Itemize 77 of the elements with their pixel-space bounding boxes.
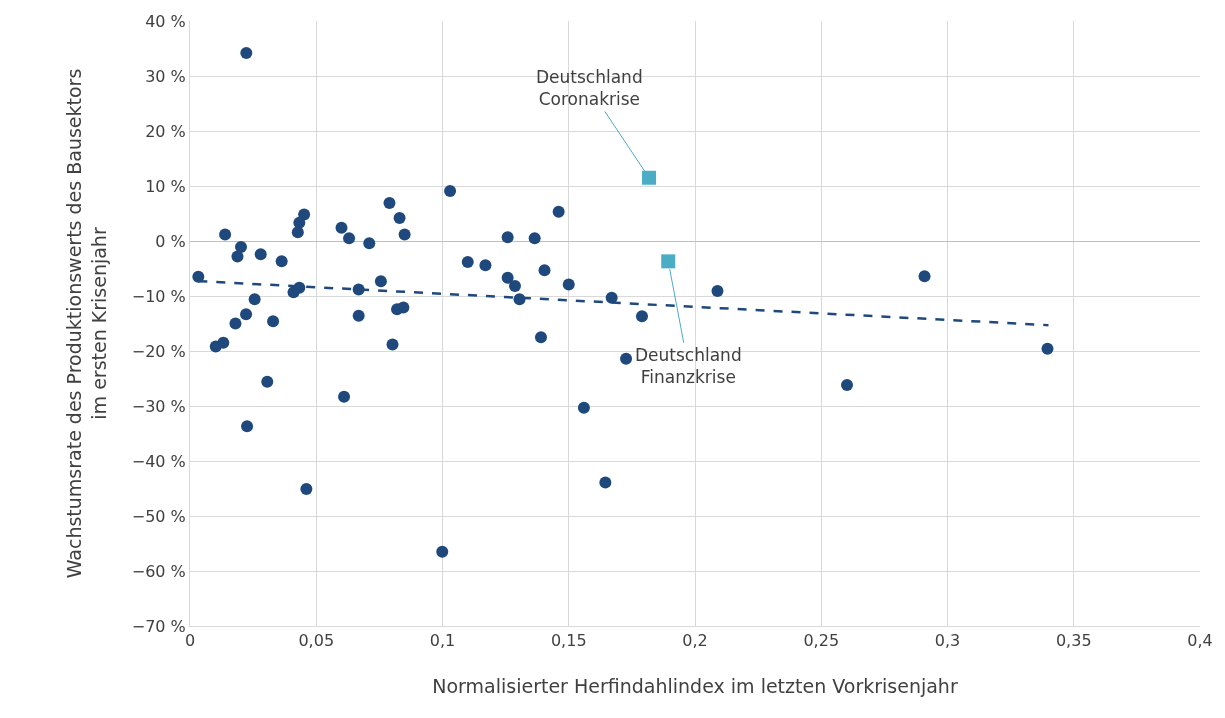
y-tick-label: 40 %: [145, 11, 186, 31]
point: [217, 336, 230, 349]
point: [918, 270, 931, 283]
y-tick-label: −30 %: [131, 396, 186, 416]
y-tick-label: 10 %: [145, 176, 186, 196]
point: [231, 250, 244, 263]
point: [293, 281, 306, 294]
point: [1041, 342, 1054, 355]
x-tick-label: 0,35: [1055, 631, 1092, 651]
x-tick-label: 0,3: [934, 631, 961, 651]
y-tick-label: 20 %: [145, 121, 186, 141]
x-tick-label: 0,2: [682, 631, 708, 651]
point: [508, 280, 521, 293]
point: [291, 226, 304, 239]
point: [240, 46, 253, 59]
point: [635, 310, 648, 323]
point: [841, 379, 854, 392]
y-tick-label: −20 %: [131, 341, 186, 361]
point: [501, 271, 514, 284]
point: [254, 248, 267, 261]
point: [599, 476, 612, 489]
x-tick-label: 0,25: [803, 631, 840, 651]
point: [248, 293, 261, 306]
point: [338, 390, 351, 403]
point: [300, 483, 313, 496]
point: [374, 275, 387, 288]
y-tick-label: −60 %: [131, 561, 186, 581]
x-tick-label: 0,1: [429, 631, 456, 651]
point: [352, 309, 365, 322]
annotation: Deutschland Coronakrise: [536, 67, 643, 110]
point: [642, 170, 657, 185]
x-axis-title: Normalisierter Herfindahlindex im letzten Vorkrisenjahr: [432, 675, 958, 697]
y-tick-label: −10 %: [131, 286, 186, 306]
point: [219, 228, 232, 241]
point: [335, 221, 348, 234]
point: [534, 331, 547, 344]
point: [192, 270, 205, 283]
point: [444, 184, 457, 197]
point: [577, 401, 590, 414]
y-tick-label: −70 %: [131, 616, 186, 636]
y-tick-label: −50 %: [131, 506, 186, 526]
point: [461, 255, 474, 268]
point: [661, 254, 676, 269]
point: [528, 232, 541, 245]
point: [398, 228, 411, 241]
point: [235, 241, 248, 254]
point: [383, 197, 396, 210]
point: [275, 255, 288, 268]
point: [343, 232, 356, 245]
y-tick-label: 0 %: [155, 231, 186, 251]
x-tick-label: 0,05: [298, 631, 335, 651]
point: [501, 231, 514, 244]
point: [363, 237, 376, 250]
x-tick-label: 0,4: [1187, 631, 1213, 651]
point: [229, 317, 242, 330]
point: [397, 301, 410, 314]
point: [711, 285, 724, 298]
point: [393, 211, 406, 224]
y-tick-label: −40 %: [131, 451, 186, 471]
point: [261, 375, 274, 388]
point: [552, 205, 565, 218]
x-tick-label: 0,15: [550, 631, 587, 651]
point: [240, 308, 253, 321]
point: [562, 278, 575, 291]
point: [436, 545, 449, 558]
point: [620, 352, 633, 365]
point: [479, 259, 492, 272]
x-tick-label: 0: [184, 631, 196, 651]
point: [605, 291, 618, 304]
point: [386, 338, 399, 351]
y-axis-title: Wachstumsrate des Produktionswerts des Bausektors im ersten Krisenjahr: [62, 68, 110, 579]
point: [538, 264, 551, 277]
point: [267, 315, 280, 328]
y-tick-label: 30 %: [145, 66, 186, 86]
point: [241, 420, 254, 433]
point: [513, 293, 526, 306]
annotation: Deutschland Finanzkrise: [635, 345, 742, 388]
